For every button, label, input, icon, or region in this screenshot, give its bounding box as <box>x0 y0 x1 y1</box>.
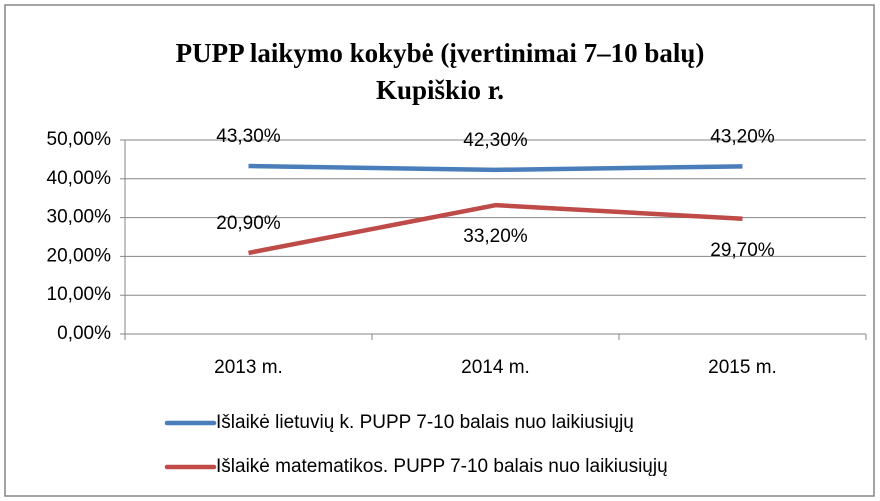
y-tick-label: 0,00% <box>57 323 111 344</box>
chart-title: Kupiškio r. <box>376 75 504 105</box>
data-label: 20,90% <box>216 213 281 234</box>
x-tick-label: 2014 m. <box>461 357 530 378</box>
x-tick-label: 2015 m. <box>708 357 777 378</box>
legend-label: Išlaikė matematikos. PUPP 7-10 balais nu… <box>216 456 668 477</box>
y-tick-label: 50,00% <box>47 129 112 150</box>
series-line <box>248 163 743 173</box>
y-tick-label: 20,00% <box>47 245 112 266</box>
chart-border <box>4 4 875 497</box>
legend-label: Išlaikė lietuvių k. PUPP 7-10 balais nuo… <box>216 412 634 433</box>
y-tick-label: 10,00% <box>47 284 112 305</box>
y-tick-label: 30,00% <box>47 207 112 228</box>
x-tick-label: 2013 m. <box>214 357 283 378</box>
data-label: 43,30% <box>216 126 281 147</box>
data-label: 29,70% <box>710 240 775 261</box>
chart-title: PUPP laikymo kokybė (įvertinimai 7–10 ba… <box>176 38 705 68</box>
data-label: 33,20% <box>463 226 528 247</box>
data-label: 43,20% <box>710 126 775 147</box>
y-tick-label: 40,00% <box>47 168 112 189</box>
data-label: 42,30% <box>463 130 528 151</box>
series-line <box>248 202 743 256</box>
